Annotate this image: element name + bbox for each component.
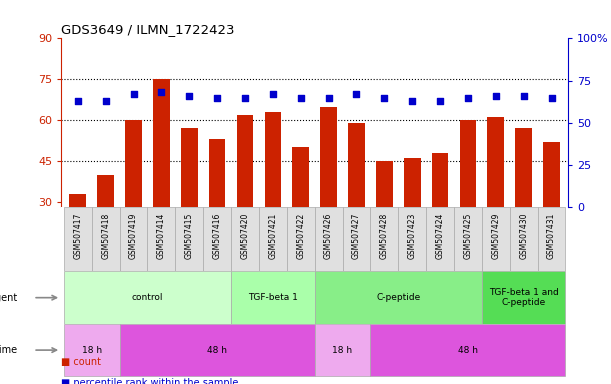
Text: time: time (0, 345, 18, 355)
Text: GSM507422: GSM507422 (296, 212, 306, 259)
Text: agent: agent (0, 293, 18, 303)
Bar (147, 207, 175, 271)
Bar (97, 175, 114, 284)
Text: ■ percentile rank within the sample: ■ percentile rank within the sample (61, 378, 238, 384)
Text: GSM507415: GSM507415 (185, 212, 194, 259)
Text: TGF-beta 1 and
C-peptide: TGF-beta 1 and C-peptide (489, 288, 558, 307)
Bar (231, 271, 315, 324)
Bar (203, 207, 231, 271)
Bar (231, 207, 259, 271)
Bar (315, 207, 343, 271)
Bar (459, 120, 477, 284)
Point (212, 94, 222, 101)
Text: GSM507428: GSM507428 (380, 212, 389, 259)
Text: 18 h: 18 h (332, 346, 353, 354)
Bar (209, 139, 225, 284)
Bar (64, 324, 120, 376)
Point (379, 94, 389, 101)
Text: control: control (132, 293, 163, 302)
Bar (236, 115, 254, 284)
Bar (515, 128, 532, 284)
Text: GSM507424: GSM507424 (436, 212, 445, 259)
Bar (64, 207, 92, 271)
Bar (454, 207, 482, 271)
Point (268, 91, 278, 97)
Text: C-peptide: C-peptide (376, 293, 420, 302)
Bar (370, 324, 565, 376)
Point (240, 94, 250, 101)
Point (185, 93, 194, 99)
Bar (482, 271, 565, 324)
Text: GSM507425: GSM507425 (463, 212, 472, 259)
Text: GSM507416: GSM507416 (213, 212, 222, 259)
Point (156, 89, 166, 96)
Bar (181, 128, 197, 284)
Text: GDS3649 / ILMN_1722423: GDS3649 / ILMN_1722423 (61, 23, 235, 36)
Bar (426, 207, 454, 271)
Bar (92, 207, 120, 271)
Point (435, 98, 445, 104)
Bar (293, 147, 309, 284)
Bar (404, 158, 420, 284)
Bar (153, 79, 170, 284)
Bar (348, 123, 365, 284)
Text: GSM507423: GSM507423 (408, 212, 417, 259)
Bar (64, 271, 231, 324)
Point (324, 94, 334, 101)
Text: TGF-beta 1: TGF-beta 1 (248, 293, 298, 302)
Point (408, 98, 417, 104)
Bar (538, 207, 565, 271)
Bar (125, 120, 142, 284)
Bar (343, 207, 370, 271)
Text: GSM507420: GSM507420 (241, 212, 249, 259)
Text: ■ count: ■ count (61, 357, 101, 367)
Point (463, 94, 473, 101)
Text: GSM507429: GSM507429 (491, 212, 500, 259)
Text: GSM507426: GSM507426 (324, 212, 333, 259)
Bar (315, 271, 482, 324)
Bar (432, 153, 448, 284)
Text: GSM507418: GSM507418 (101, 212, 110, 259)
Bar (287, 207, 315, 271)
Point (296, 94, 306, 101)
Point (129, 91, 139, 97)
Point (519, 93, 529, 99)
Bar (370, 207, 398, 271)
Bar (510, 207, 538, 271)
Bar (70, 194, 86, 284)
Bar (376, 161, 393, 284)
Text: 18 h: 18 h (82, 346, 102, 354)
Point (547, 94, 557, 101)
Text: GSM507419: GSM507419 (129, 212, 138, 259)
Bar (315, 324, 370, 376)
Bar (120, 207, 147, 271)
Bar (488, 118, 504, 284)
Text: GSM507430: GSM507430 (519, 212, 528, 259)
Point (101, 98, 111, 104)
Point (351, 91, 361, 97)
Text: GSM507417: GSM507417 (73, 212, 82, 259)
Bar (482, 207, 510, 271)
Bar (120, 324, 315, 376)
Text: GSM507431: GSM507431 (547, 212, 556, 259)
Bar (543, 142, 560, 284)
Bar (398, 207, 426, 271)
Text: 48 h: 48 h (207, 346, 227, 354)
Bar (265, 112, 281, 284)
Text: GSM507421: GSM507421 (268, 212, 277, 259)
Point (491, 93, 500, 99)
Bar (259, 207, 287, 271)
Bar (175, 207, 203, 271)
Text: GSM507427: GSM507427 (352, 212, 361, 259)
Text: GSM507414: GSM507414 (157, 212, 166, 259)
Point (73, 98, 82, 104)
Text: 48 h: 48 h (458, 346, 478, 354)
Bar (320, 106, 337, 284)
